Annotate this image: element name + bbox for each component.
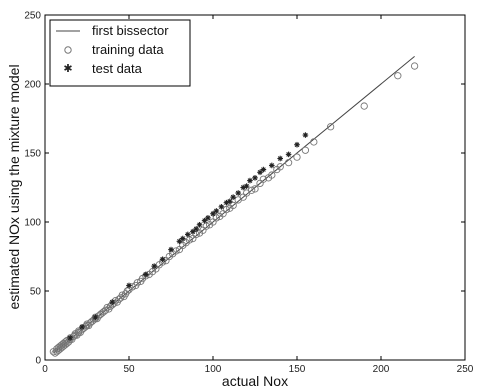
test-point	[185, 231, 191, 238]
x-tick-label: 0	[42, 364, 48, 375]
y-tick-label: 0	[35, 356, 41, 367]
test-point	[213, 208, 220, 214]
test-point	[218, 204, 225, 210]
training-point	[185, 236, 194, 244]
test-point	[168, 246, 174, 253]
legend-label-test-data: test data	[92, 61, 143, 76]
test-point	[269, 162, 275, 169]
test-point	[126, 282, 132, 289]
training-point	[284, 159, 293, 167]
test-point	[205, 215, 211, 221]
test-points-group	[67, 132, 309, 341]
test-point	[179, 235, 186, 242]
test-point	[92, 314, 99, 321]
training-point	[259, 175, 268, 183]
test-point	[201, 217, 208, 224]
y-tick-label: 50	[30, 287, 42, 298]
x-tick-label: 50	[123, 364, 135, 375]
test-point	[143, 271, 149, 278]
training-point	[326, 123, 335, 131]
test-point	[227, 198, 233, 205]
test-point	[247, 177, 253, 184]
training-point	[410, 62, 419, 70]
legend: first bissector training data ✱ test dat…	[49, 19, 191, 87]
training-point	[247, 186, 256, 194]
test-point	[260, 166, 267, 173]
test-point	[67, 335, 73, 341]
training-point	[118, 291, 126, 299]
x-tick-label: 200	[373, 364, 390, 375]
test-point	[243, 183, 250, 189]
y-tick-label: 100	[24, 218, 41, 229]
training-point	[229, 201, 237, 210]
legend-circle-swatch	[64, 46, 72, 54]
axis-ticks: 0 50 100 150 200 250 0 50 100 150 200 250	[24, 11, 473, 376]
y-axis-label: estimated NOx using the mixture model	[6, 64, 22, 309]
training-point	[133, 279, 142, 287]
training-point	[202, 222, 210, 230]
training-point	[394, 72, 402, 80]
test-point	[285, 151, 292, 158]
test-point	[79, 324, 85, 330]
x-tick-label: 100	[205, 364, 222, 375]
training-point	[360, 102, 368, 110]
test-point	[235, 190, 241, 196]
training-point	[251, 185, 259, 193]
test-point	[230, 194, 236, 200]
training-point	[293, 153, 301, 161]
test-point	[151, 263, 157, 269]
y-tick-label: 150	[24, 149, 41, 160]
y-tick-label: 250	[24, 11, 41, 22]
test-point	[252, 175, 258, 181]
training-point	[123, 287, 131, 295]
training-point	[212, 214, 221, 222]
x-tick-label: 250	[457, 364, 474, 375]
legend-label-training-data: training data	[92, 42, 164, 57]
legend-star-swatch: ✱	[63, 62, 72, 75]
training-point	[310, 138, 318, 146]
test-point	[190, 228, 196, 235]
training-point	[222, 205, 231, 214]
x-axis-label: actual Nox	[222, 373, 288, 389]
legend-label-first-bissector: first bissector	[92, 23, 169, 38]
test-point	[193, 226, 199, 232]
training-point	[301, 146, 310, 154]
training-point	[268, 171, 276, 179]
y-tick-label: 200	[24, 80, 41, 91]
test-point	[277, 155, 283, 162]
training-point	[276, 163, 284, 171]
test-point	[294, 141, 300, 148]
test-point	[302, 132, 309, 138]
x-tick-label: 150	[289, 364, 306, 375]
test-point	[196, 221, 203, 228]
test-point	[159, 256, 166, 263]
test-point	[109, 299, 115, 305]
training-points-group	[49, 62, 419, 357]
